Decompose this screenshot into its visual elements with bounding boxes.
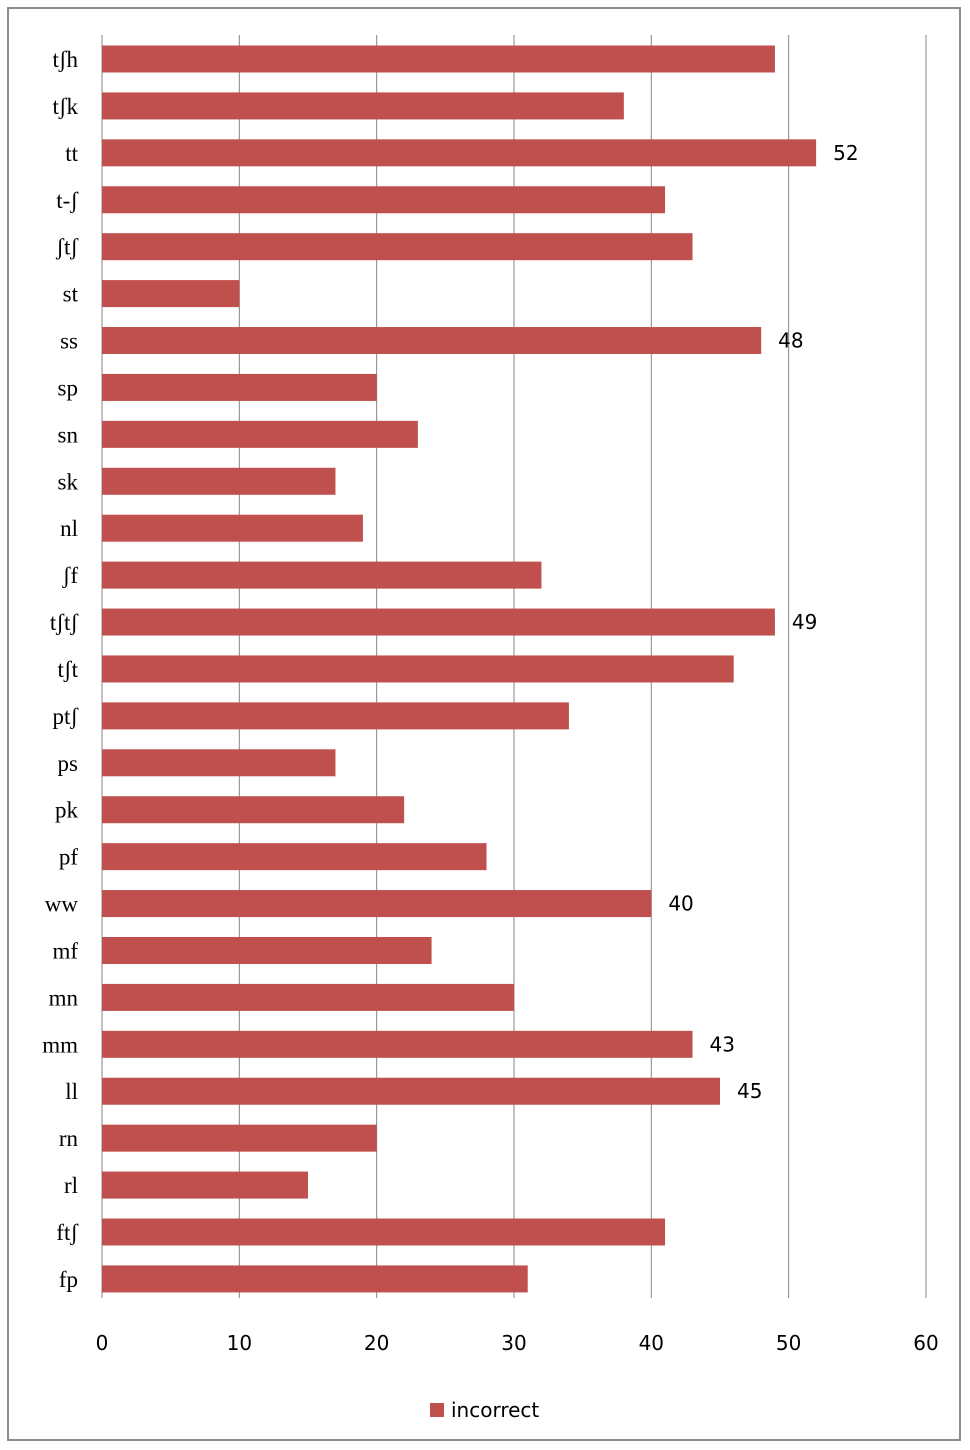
x-tick-label: 40 [639,1331,664,1355]
category-label: mm [42,1032,78,1057]
category-label: ftʃ [56,1220,79,1245]
data-label: 52 [833,141,858,165]
category-label: t-ʃ [56,188,79,213]
data-label: 49 [792,610,817,634]
category-label: tʃtʃ [50,610,79,635]
category-label: nl [60,516,78,541]
x-tick-label: 30 [501,1331,526,1355]
x-tick-label: 10 [227,1331,252,1355]
category-label: ss [60,329,78,354]
bar [102,796,405,824]
bar [102,890,652,918]
bar [102,1218,666,1246]
category-label: pf [59,845,79,870]
category-label: ʃf [62,563,79,588]
category-label: mf [52,938,78,963]
legend-swatch [430,1403,444,1417]
bar [102,608,775,636]
category-label: ww [45,892,79,917]
x-tick-label: 20 [364,1331,389,1355]
data-label: 43 [710,1032,735,1056]
category-label: sn [58,422,79,447]
bar [102,1077,720,1105]
category-label: st [63,282,79,307]
legend-label: incorrect [451,1398,539,1422]
category-label: ʃtʃ [55,235,79,260]
category-label: rn [59,1126,79,1151]
x-tick-label: 0 [96,1331,109,1355]
bar [102,1030,693,1058]
bar [102,655,734,683]
category-label: sk [58,469,79,494]
category-label: rl [64,1173,78,1198]
bar [102,1171,308,1199]
x-tick-label: 60 [913,1331,938,1355]
category-label: tʃk [52,94,78,119]
bar [102,983,514,1011]
bar [102,936,432,964]
bar [102,702,569,730]
category-label: tt [65,141,78,166]
bar [102,45,775,73]
bar [102,92,624,120]
bar [102,749,336,777]
bar [102,186,666,214]
category-label: ptʃ [52,704,79,729]
bar [102,514,363,542]
bar [102,327,762,355]
bar [102,467,336,495]
data-label: 48 [778,329,803,353]
bar [102,233,693,261]
bar [102,280,240,308]
category-label: ll [65,1079,78,1104]
category-label: tʃt [58,657,79,682]
category-label: ps [58,751,79,776]
bar [102,420,418,448]
bar [102,1265,528,1293]
bar [102,561,542,589]
data-label: 45 [737,1079,762,1103]
category-label: sp [58,375,78,400]
x-tick-label: 50 [776,1331,801,1355]
bar [102,843,487,871]
bar [102,139,817,167]
bar [102,1124,377,1152]
category-label: pk [55,798,79,823]
category-label: fp [59,1267,78,1292]
category-label: mn [49,985,79,1010]
data-label: 40 [668,892,693,916]
category-label: tʃh [52,47,78,72]
bar [102,373,377,401]
